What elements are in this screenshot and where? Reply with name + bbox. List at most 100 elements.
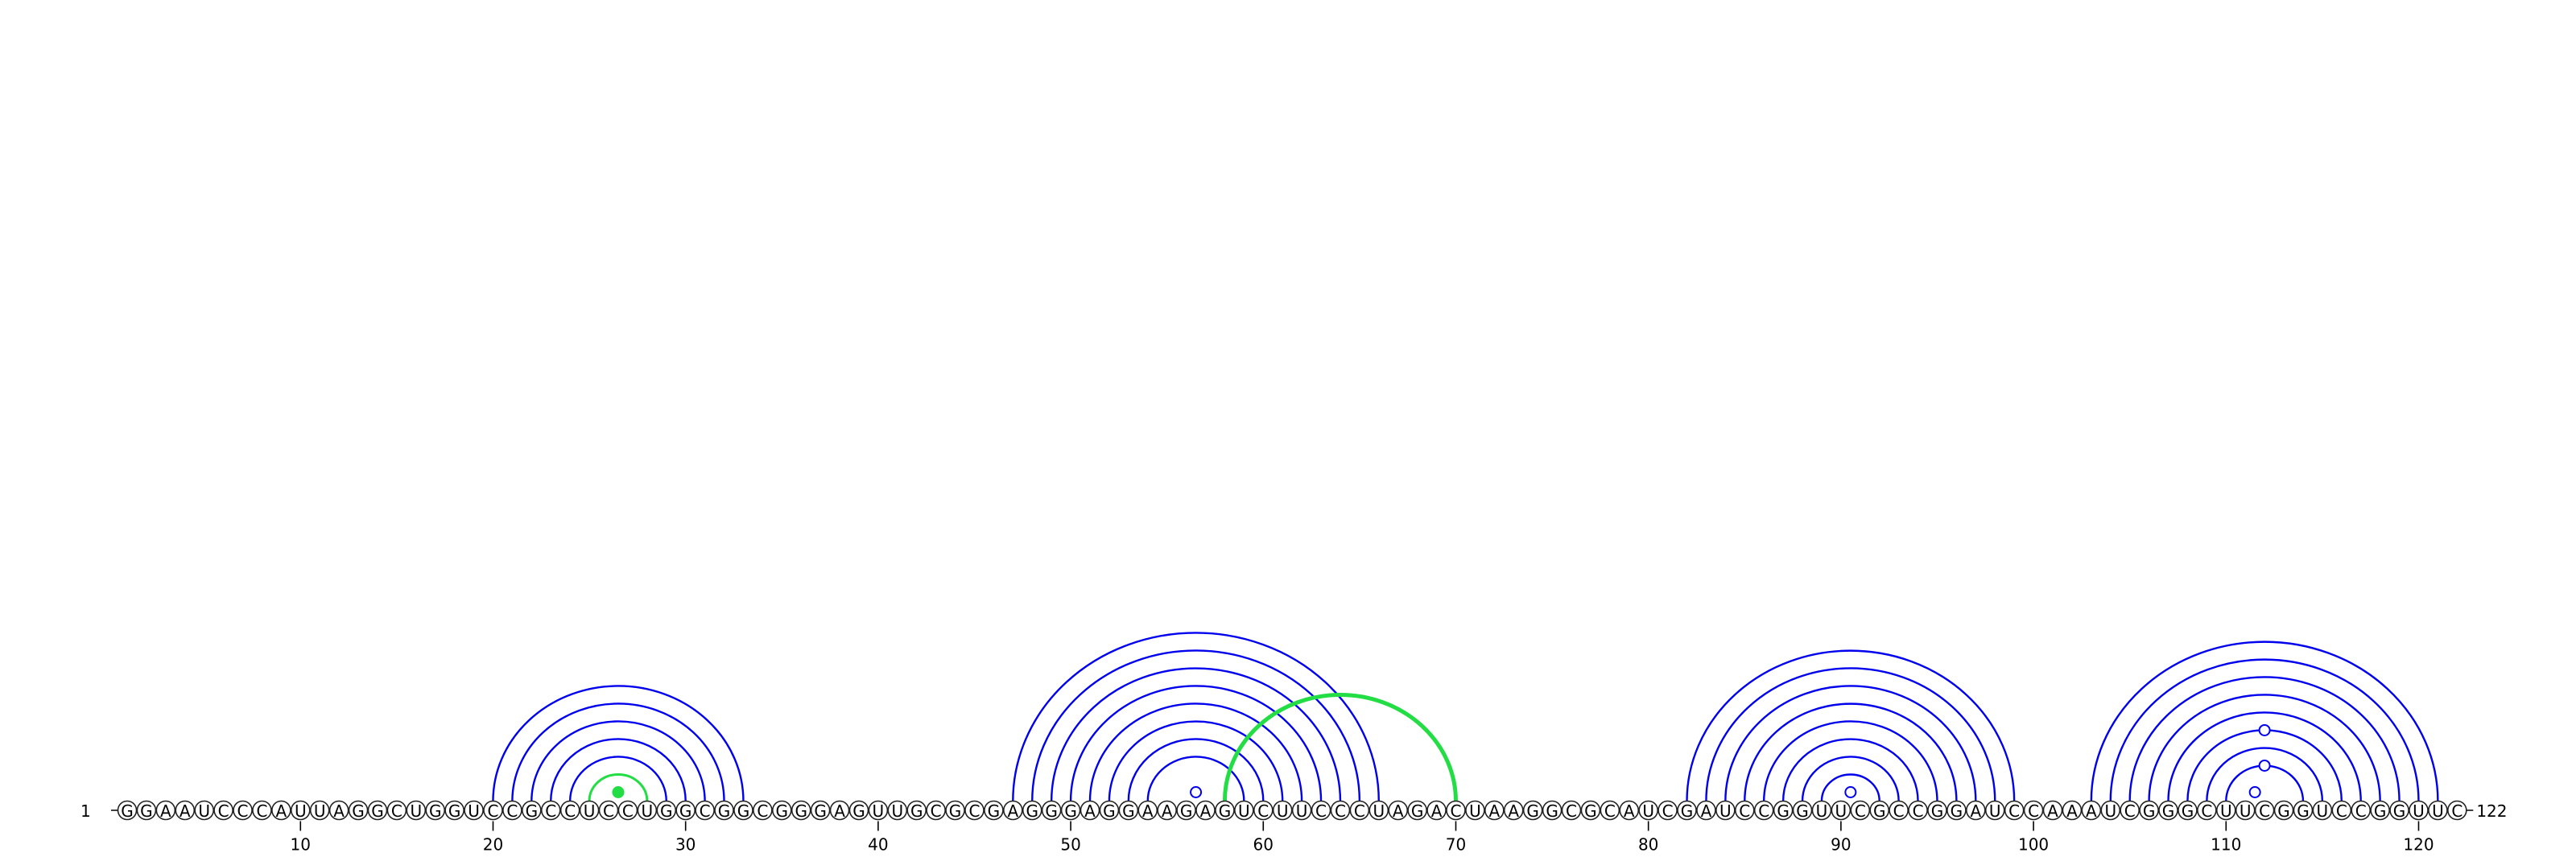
nucleotide-circle: [425, 800, 446, 821]
nucleotide-circle: [1484, 800, 1505, 821]
nucleotide-86: C: [1753, 800, 1774, 821]
nucleotide-letter: U: [2220, 801, 2232, 821]
nucleotide-circle: [386, 800, 407, 821]
base-pair-arc-51-62: [1088, 702, 1303, 801]
nucleotide-circle: [926, 800, 946, 821]
base-pair-arc-49-64: [1050, 667, 1342, 801]
nucleotide-letter: G: [776, 801, 789, 821]
nucleotide-circle: [733, 800, 753, 821]
nucleotide-letter: U: [1469, 801, 1481, 821]
nucleotide-letter: U: [1238, 801, 1250, 821]
nucleotide-letter: G: [2182, 801, 2194, 821]
nucleotide-115: U: [2312, 800, 2333, 821]
nucleotide-letter: U: [2104, 801, 2116, 821]
nucleotide-circle: [964, 800, 985, 821]
nucleotide-circle: [2312, 800, 2333, 821]
nucleotide-44: G: [945, 800, 965, 821]
base-pair-arc-24-29: [568, 756, 667, 801]
nucleotide-circle: [2409, 800, 2429, 821]
nucleotide-letter: C: [2355, 801, 2367, 821]
pair-marker-111-112: [2248, 785, 2261, 798]
nucleotide-46: G: [984, 800, 1004, 821]
highlight-arc-25-28: [588, 773, 649, 801]
sequence-end-label: 122: [2476, 801, 2507, 821]
base-pair-arc-53-60: [1127, 738, 1265, 801]
nucleotide-22: G: [522, 800, 542, 821]
nucleotide-letter: U: [1989, 801, 2001, 821]
base-pair-arc-50-63: [1069, 685, 1323, 801]
nucleotide-circle: [1734, 800, 1755, 821]
nucleotide-80: U: [1638, 800, 1658, 821]
nucleotide-33: G: [733, 800, 753, 821]
nucleotide-letter: U: [295, 801, 307, 821]
nucleotide-95: G: [1927, 800, 1947, 821]
nucleotide-letter: U: [1277, 801, 1289, 821]
nucleotide-letter: C: [700, 801, 711, 821]
nucleotide-letter: A: [1701, 801, 1712, 821]
nucleotide-circle: [1330, 800, 1351, 821]
nucleotide-48: G: [1022, 800, 1042, 821]
nucleotide-12: A: [328, 800, 349, 821]
nucleotide-51: A: [1080, 800, 1100, 821]
base-pair-arc-23-30: [550, 738, 687, 801]
nucleotide-circle: [1889, 800, 1909, 821]
nucleotide-112: C: [2254, 800, 2275, 821]
nucleotide-letter: G: [448, 801, 461, 821]
nucleotide-40: U: [868, 800, 889, 821]
tick-label-100: 100: [2018, 835, 2049, 855]
nucleotide-circle: [1003, 800, 1023, 821]
nucleotide-letter: U: [891, 801, 903, 821]
nucleotide-letter: C: [545, 801, 556, 821]
nucleotide-letter: G: [1951, 801, 1963, 821]
nucleotide-circle: [290, 800, 311, 821]
nucleotide-73: A: [1503, 800, 1524, 821]
nucleotide-letter: C: [2259, 801, 2270, 821]
nucleotide-63: C: [1311, 800, 1331, 821]
nucleotide-letter: A: [1624, 801, 1635, 821]
nucleotide-28: U: [637, 800, 658, 821]
nucleotide-circle: [464, 800, 484, 821]
nucleotide-circle: [1927, 800, 1947, 821]
nucleotide-27: C: [617, 800, 638, 821]
nucleotide-121: U: [2428, 800, 2448, 821]
nucleotide-circle: [2273, 800, 2294, 821]
nucleotide-letter: C: [1855, 801, 1866, 821]
nucleotide-34: C: [753, 800, 773, 821]
nucleotide-letter: U: [1373, 801, 1385, 821]
nucleotide-letter: C: [1758, 801, 1769, 821]
nucleotide-circle: [1118, 800, 1139, 821]
nucleotide-52: G: [1099, 800, 1120, 821]
nucleotide-letter: U: [198, 801, 210, 821]
nucleotide-letter: A: [1431, 801, 1443, 821]
nucleotide-circle: [1984, 800, 2005, 821]
nucleotide-92: G: [1869, 800, 1890, 821]
nucleotide-letter: G: [526, 801, 539, 821]
nucleotide-letter: G: [949, 801, 962, 821]
nucleotide-letter: G: [1219, 801, 1232, 821]
pair-marker-56-57: [1190, 785, 1203, 798]
base-pair-arc-84-97: [1724, 685, 1977, 801]
nucleotide-50: G: [1060, 800, 1081, 821]
base-pair-arc-89-92: [1820, 773, 1880, 801]
nucleotide-93: C: [1889, 800, 1909, 821]
nucleotide-105: C: [2120, 800, 2140, 821]
nucleotide-102: A: [2062, 800, 2083, 821]
base-pair-arc-104-120: [2109, 658, 2420, 801]
nucleotide-43: C: [926, 800, 946, 821]
nucleotide-circle: [1234, 800, 1254, 821]
nucleotide-99: C: [2004, 800, 2025, 821]
nucleotide-38: A: [829, 800, 850, 821]
nucleotide-98: U: [1984, 800, 2005, 821]
nucleotide-letter: U: [1835, 801, 1847, 821]
nucleotide-29: G: [656, 800, 677, 821]
nucleotide-82: G: [1677, 800, 1697, 821]
nucleotide-circle: [155, 800, 176, 821]
nucleotide-106: G: [2139, 800, 2159, 821]
nucleotide-letter: C: [1257, 801, 1269, 821]
nucleotide-circle: [906, 800, 927, 821]
nucleotide-circle: [1368, 800, 1389, 821]
nucleotide-110: U: [2215, 800, 2236, 821]
nucleotide-circle: [753, 800, 773, 821]
nucleotide-letter: U: [2317, 801, 2329, 821]
